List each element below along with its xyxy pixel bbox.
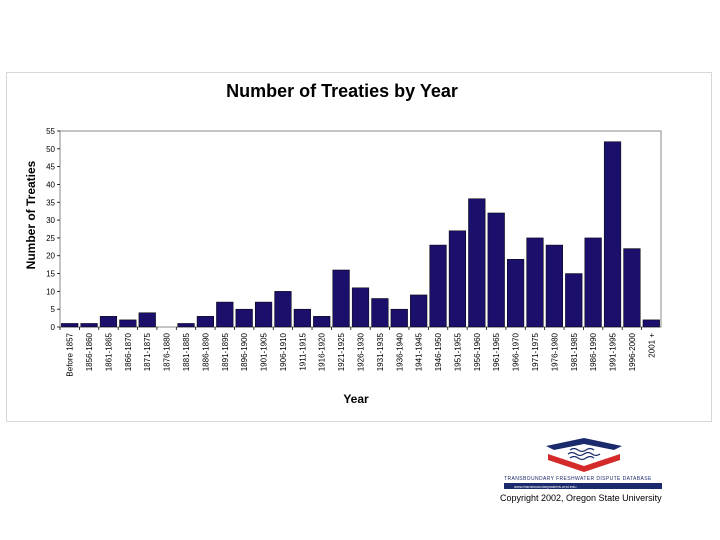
y-tick-label: 30: [46, 216, 55, 225]
logo-roof-icon: [546, 438, 622, 450]
x-tick-label-4: 1871-1875: [143, 332, 152, 371]
logo-wave-icon: [567, 447, 601, 461]
x-tick-label-24: 1971-1975: [531, 332, 540, 371]
bar-1: [80, 323, 98, 328]
y-tick-label: 0: [51, 323, 56, 332]
bar-10: [254, 301, 273, 328]
bars: [61, 141, 660, 328]
x-tick-label-28: 1991-1995: [609, 332, 618, 371]
y-axis: 0 5 10 15 20 25 30 35 40 45 50 55: [46, 127, 60, 332]
x-axis: Before 1857 1856-1860 1861-1865 1866-1870 18…: [59, 327, 656, 377]
y-tick-label: 50: [46, 145, 55, 154]
bar-20: [448, 230, 467, 328]
bar-23: [507, 259, 525, 328]
bar-7: [196, 316, 214, 328]
x-tick-label-18: 1941-1945: [415, 332, 424, 371]
x-tick-label-17: 1936-1940: [395, 332, 404, 371]
bar-3: [119, 319, 137, 328]
x-tick-label-30: 2001 +: [647, 333, 656, 358]
x-tick-label-11: 1906-1910: [279, 332, 288, 371]
x-tick-label-7: 1886-1890: [201, 332, 210, 371]
x-tick-label-27: 1986-1990: [589, 332, 598, 371]
bar-24: [526, 237, 544, 328]
bar-15: [351, 287, 370, 328]
x-tick-label-10: 1901-1905: [260, 332, 269, 371]
bar-0: [61, 323, 79, 328]
bar-12: [293, 308, 311, 328]
y-tick-label: 35: [46, 198, 55, 207]
y-tick-label: 25: [46, 234, 55, 243]
bar-28: [603, 141, 622, 328]
x-tick-label-12: 1911-1915: [298, 332, 307, 370]
y-tick-label: 15: [46, 270, 55, 279]
bar-13: [313, 316, 331, 328]
x-tick-label-1: 1856-1860: [85, 332, 94, 371]
transboundary-logo: TRANSBOUNDARY FRESHWATER DISPUTE DATABAS…: [500, 436, 668, 492]
bar-14: [332, 269, 350, 328]
x-tick-label-22: 1961-1965: [492, 332, 501, 371]
x-tick-label-5: 1876-1880: [163, 332, 172, 371]
bar-11: [274, 291, 292, 328]
x-tick-label-25: 1976-1980: [550, 332, 559, 371]
x-tick-label-0: Before 1857: [66, 332, 75, 376]
bar-26: [565, 273, 583, 328]
y-tick-label: 45: [46, 163, 55, 172]
bar-17: [390, 308, 408, 328]
y-tick-label: 5: [51, 305, 56, 314]
x-tick-label-8: 1891-1895: [221, 332, 230, 371]
x-tick-label-26: 1981-1985: [570, 332, 579, 371]
bar-chart: Number of Treaties by Year Number of Tre…: [24, 81, 662, 406]
bar-16: [371, 298, 389, 328]
y-tick-label: 20: [46, 252, 55, 261]
x-tick-label-6: 1881-1885: [182, 332, 191, 371]
x-axis-title: Year: [343, 392, 369, 406]
logo-base-icon: [548, 454, 620, 472]
x-tick-label-16: 1931-1935: [376, 332, 385, 371]
bar-19: [429, 244, 447, 328]
logo-url: www.transboundarywaters.orst.edu: [514, 484, 576, 489]
bar-29: [623, 248, 641, 328]
bar-25: [545, 244, 563, 328]
chart-frame: Number of Treaties by Year Number of Tre…: [6, 72, 712, 422]
x-tick-label-3: 1866-1870: [124, 332, 133, 371]
x-tick-label-21: 1956-1960: [473, 332, 482, 371]
copyright-text: Copyright 2002, Oregon State University: [500, 493, 662, 503]
x-tick-label-14: 1921-1925: [337, 332, 346, 371]
bar-8: [216, 301, 234, 328]
bar-30: [642, 319, 660, 328]
x-tick-label-2: 1861-1865: [104, 332, 113, 371]
bar-22: [487, 212, 505, 328]
y-axis-title: Number of Treaties: [24, 160, 38, 269]
bar-4: [138, 312, 156, 328]
chart-title: Number of Treaties by Year: [226, 81, 458, 101]
bar-18: [410, 294, 428, 328]
x-tick-label-29: 1996-2000: [628, 332, 637, 371]
x-tick-label-13: 1916-1920: [318, 332, 327, 371]
y-tick-label: 40: [46, 180, 55, 189]
x-tick-label-23: 1966-1970: [512, 332, 521, 371]
x-tick-label-20: 1951-1955: [453, 332, 462, 371]
y-tick-label: 55: [46, 127, 55, 136]
logo-text: TRANSBOUNDARY FRESHWATER DISPUTE DATABAS…: [504, 476, 652, 482]
x-tick-label-19: 1946-1950: [434, 332, 443, 371]
bar-27: [584, 237, 602, 328]
bar-21: [468, 198, 486, 328]
x-tick-label-15: 1926-1930: [357, 332, 366, 371]
bar-6: [177, 323, 195, 328]
y-tick-label: 10: [46, 287, 55, 296]
logo-bar: [504, 483, 662, 489]
bar-9: [235, 308, 253, 328]
bar-2: [99, 316, 118, 328]
x-tick-label-9: 1896-1900: [240, 332, 249, 371]
